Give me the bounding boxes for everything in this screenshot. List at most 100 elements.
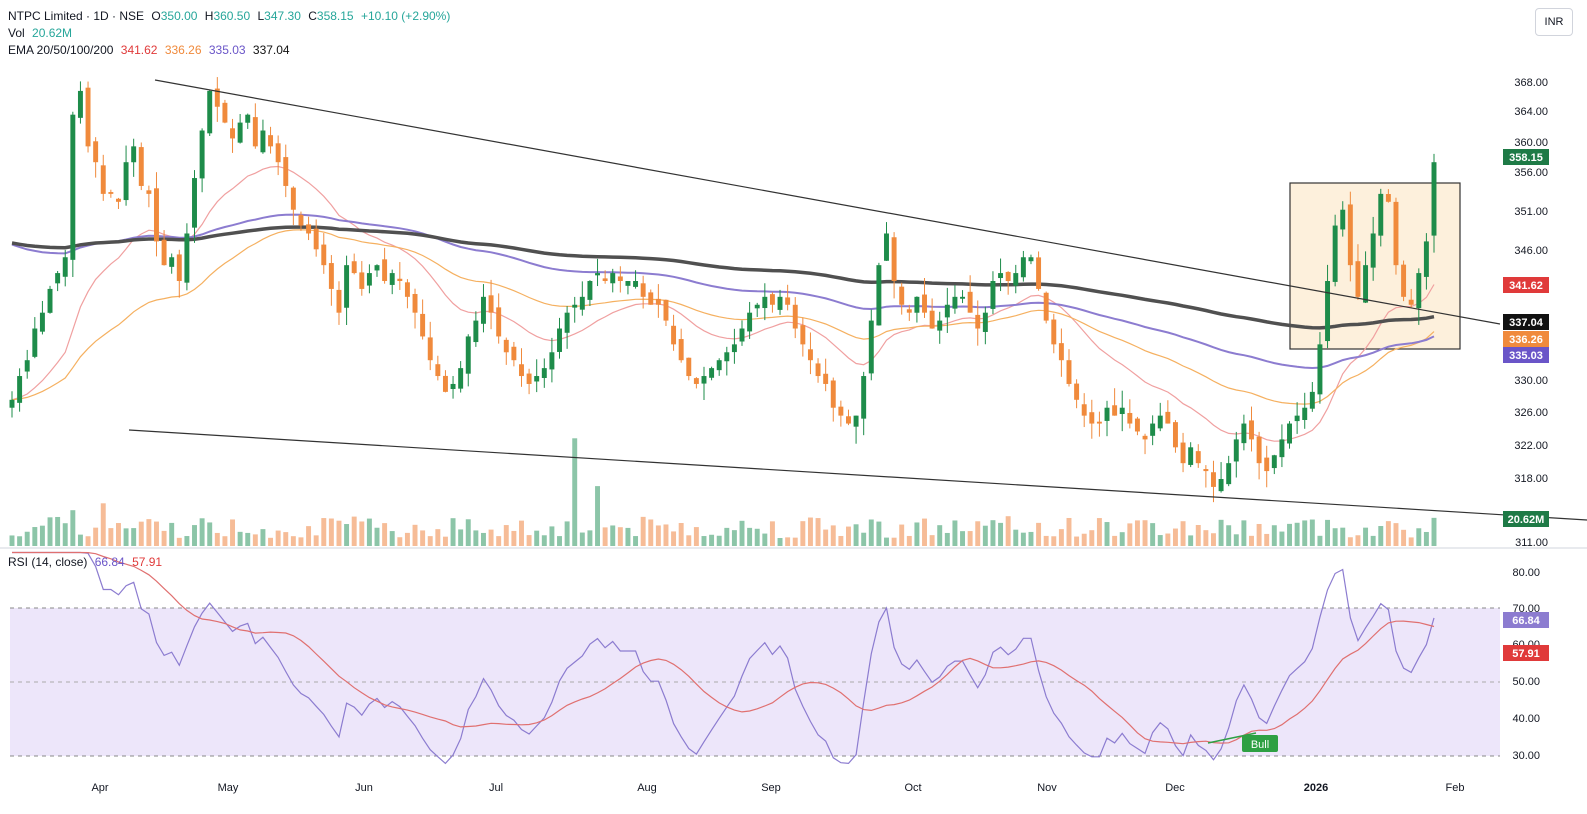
volume-label[interactable]: Vol (8, 26, 25, 40)
candle-body (237, 122, 243, 143)
volume-bar (1104, 522, 1110, 546)
volume-bar (1005, 516, 1011, 546)
candle-body (815, 363, 821, 377)
badge-ema20: 341.62 (1509, 280, 1543, 292)
volume-bar (709, 534, 715, 546)
volume-bar (671, 531, 677, 546)
candle-body (313, 228, 319, 250)
rsi-axis[interactable]: 80.00 70.00 60.00 50.00 40.00 30.00 (1512, 567, 1540, 762)
candle-body (617, 276, 623, 281)
candle-body (161, 239, 167, 266)
candle-body (55, 273, 61, 284)
volume-bar (131, 528, 137, 546)
volume-bar (1165, 533, 1171, 546)
symbol-title[interactable]: NTPC Limited · 1D · NSE (8, 9, 145, 23)
volume-bar (222, 536, 228, 546)
volume-bar (777, 537, 783, 546)
volume-bar (1089, 530, 1095, 546)
volume-bar (1385, 521, 1391, 546)
candle-body (1249, 420, 1254, 440)
rsi-y-tick: 30.00 (1512, 750, 1540, 762)
volume-bar (1218, 519, 1224, 546)
volume-bar (252, 534, 258, 546)
candle-body (192, 178, 197, 228)
candle-body (541, 368, 547, 378)
volume-bar (1302, 520, 1308, 546)
candle-body (807, 349, 813, 361)
candle-body (290, 187, 296, 210)
volume-bar (595, 486, 601, 546)
volume-bar (397, 537, 403, 546)
volume-bar (640, 516, 646, 546)
volume-bars (9, 438, 1437, 546)
candle-body (1051, 319, 1057, 345)
rsi-label[interactable]: RSI (14, close) (8, 555, 88, 569)
candle-body (62, 257, 68, 277)
volume-bar (47, 517, 53, 546)
volume-bar (344, 524, 350, 546)
volume-bar (503, 525, 509, 546)
volume-bar (557, 536, 562, 546)
candle-body (1378, 193, 1384, 236)
volume-bar (800, 521, 806, 546)
price-axis[interactable]: 368.00 364.00 360.00 356.00 351.00 346.0… (1514, 77, 1548, 549)
volume-bar (1287, 523, 1292, 546)
volume-bar (693, 527, 699, 546)
candle-body (861, 376, 867, 419)
y-tick: 318.00 (1514, 473, 1548, 485)
candle-body (526, 373, 532, 384)
candle-body (572, 304, 578, 308)
candle-body (975, 314, 981, 329)
candle-body (389, 273, 395, 285)
candle-body (1408, 299, 1414, 305)
candle-body (306, 224, 312, 234)
time-axis[interactable]: Apr May Jun Jul Aug Sep Oct Nov Dec 2026… (91, 782, 1464, 794)
candle-body (397, 278, 403, 281)
candle-body (511, 346, 517, 361)
candle-body (1180, 442, 1186, 464)
y-tick: 311.00 (1515, 537, 1548, 549)
badge-ema50: 336.26 (1509, 334, 1543, 346)
volume-bar (1134, 520, 1140, 546)
volume-bar (351, 516, 357, 546)
volume-bar (389, 531, 395, 546)
ema200-line (11, 225, 1435, 330)
candle-body (549, 352, 555, 370)
candle-body (298, 214, 304, 226)
volume-bar (1378, 526, 1384, 546)
volume-bar (275, 530, 281, 546)
volume-bar (442, 536, 448, 546)
currency-button[interactable]: INR (1535, 8, 1573, 36)
volume-bar (161, 530, 167, 546)
candle-body (412, 293, 418, 313)
y-tick: 364.00 (1514, 106, 1548, 118)
candle-body (39, 312, 45, 332)
volume-bar (214, 532, 220, 546)
candle-body (496, 307, 502, 337)
volume-bar (55, 516, 61, 546)
candle-body (967, 291, 973, 313)
candle-body (1264, 457, 1270, 472)
volume-bar (412, 524, 418, 546)
volume-bar (1112, 535, 1118, 546)
candle-body (199, 130, 205, 179)
volume-bar (967, 531, 973, 546)
candle-body (792, 304, 798, 329)
candle-body (1150, 423, 1156, 436)
volume-bar (655, 525, 661, 546)
ema-lines (11, 165, 1435, 442)
volume-bar (845, 526, 851, 546)
candle-body (1104, 407, 1110, 421)
volume-bar (815, 518, 821, 546)
volume-bar (1211, 533, 1216, 546)
ema20-value: 341.62 (120, 43, 158, 57)
volume-bar (245, 532, 251, 546)
candle-body (1309, 391, 1315, 409)
volume-bar (541, 535, 547, 546)
ohlc-high: H360.50 (204, 9, 251, 23)
volume-bar (952, 520, 958, 546)
candle-body (214, 88, 220, 107)
ema-label[interactable]: EMA 20/50/100/200 (8, 43, 114, 57)
candle-body (1256, 436, 1262, 464)
